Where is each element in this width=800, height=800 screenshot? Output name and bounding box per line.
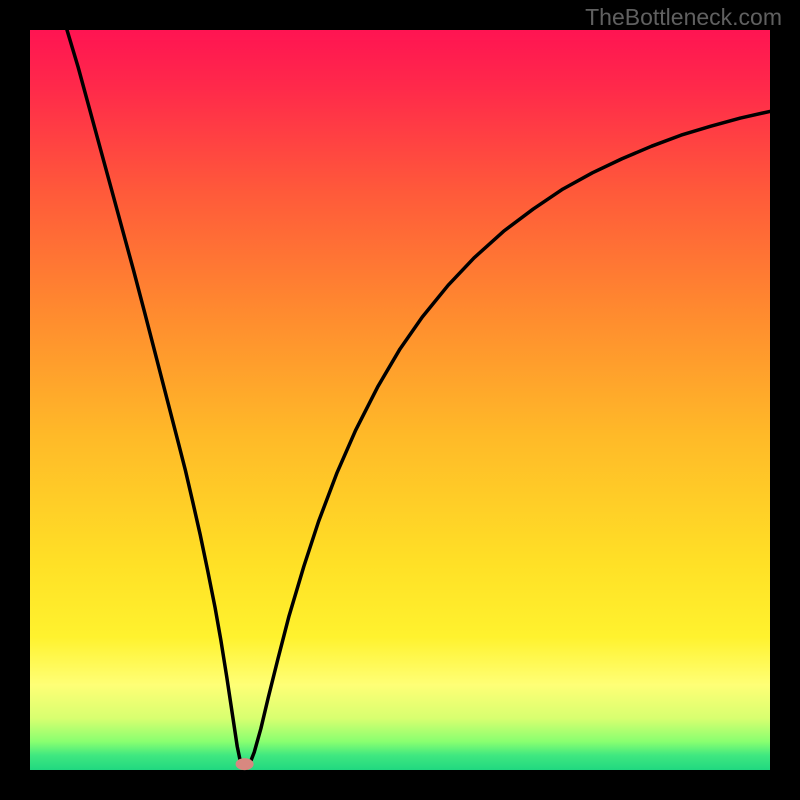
- sweet-spot-marker: [236, 758, 254, 770]
- bottleneck-chart: [30, 30, 770, 770]
- curve-layer: [30, 30, 770, 770]
- bottleneck-curve: [67, 30, 770, 770]
- watermark-text: TheBottleneck.com: [585, 4, 782, 31]
